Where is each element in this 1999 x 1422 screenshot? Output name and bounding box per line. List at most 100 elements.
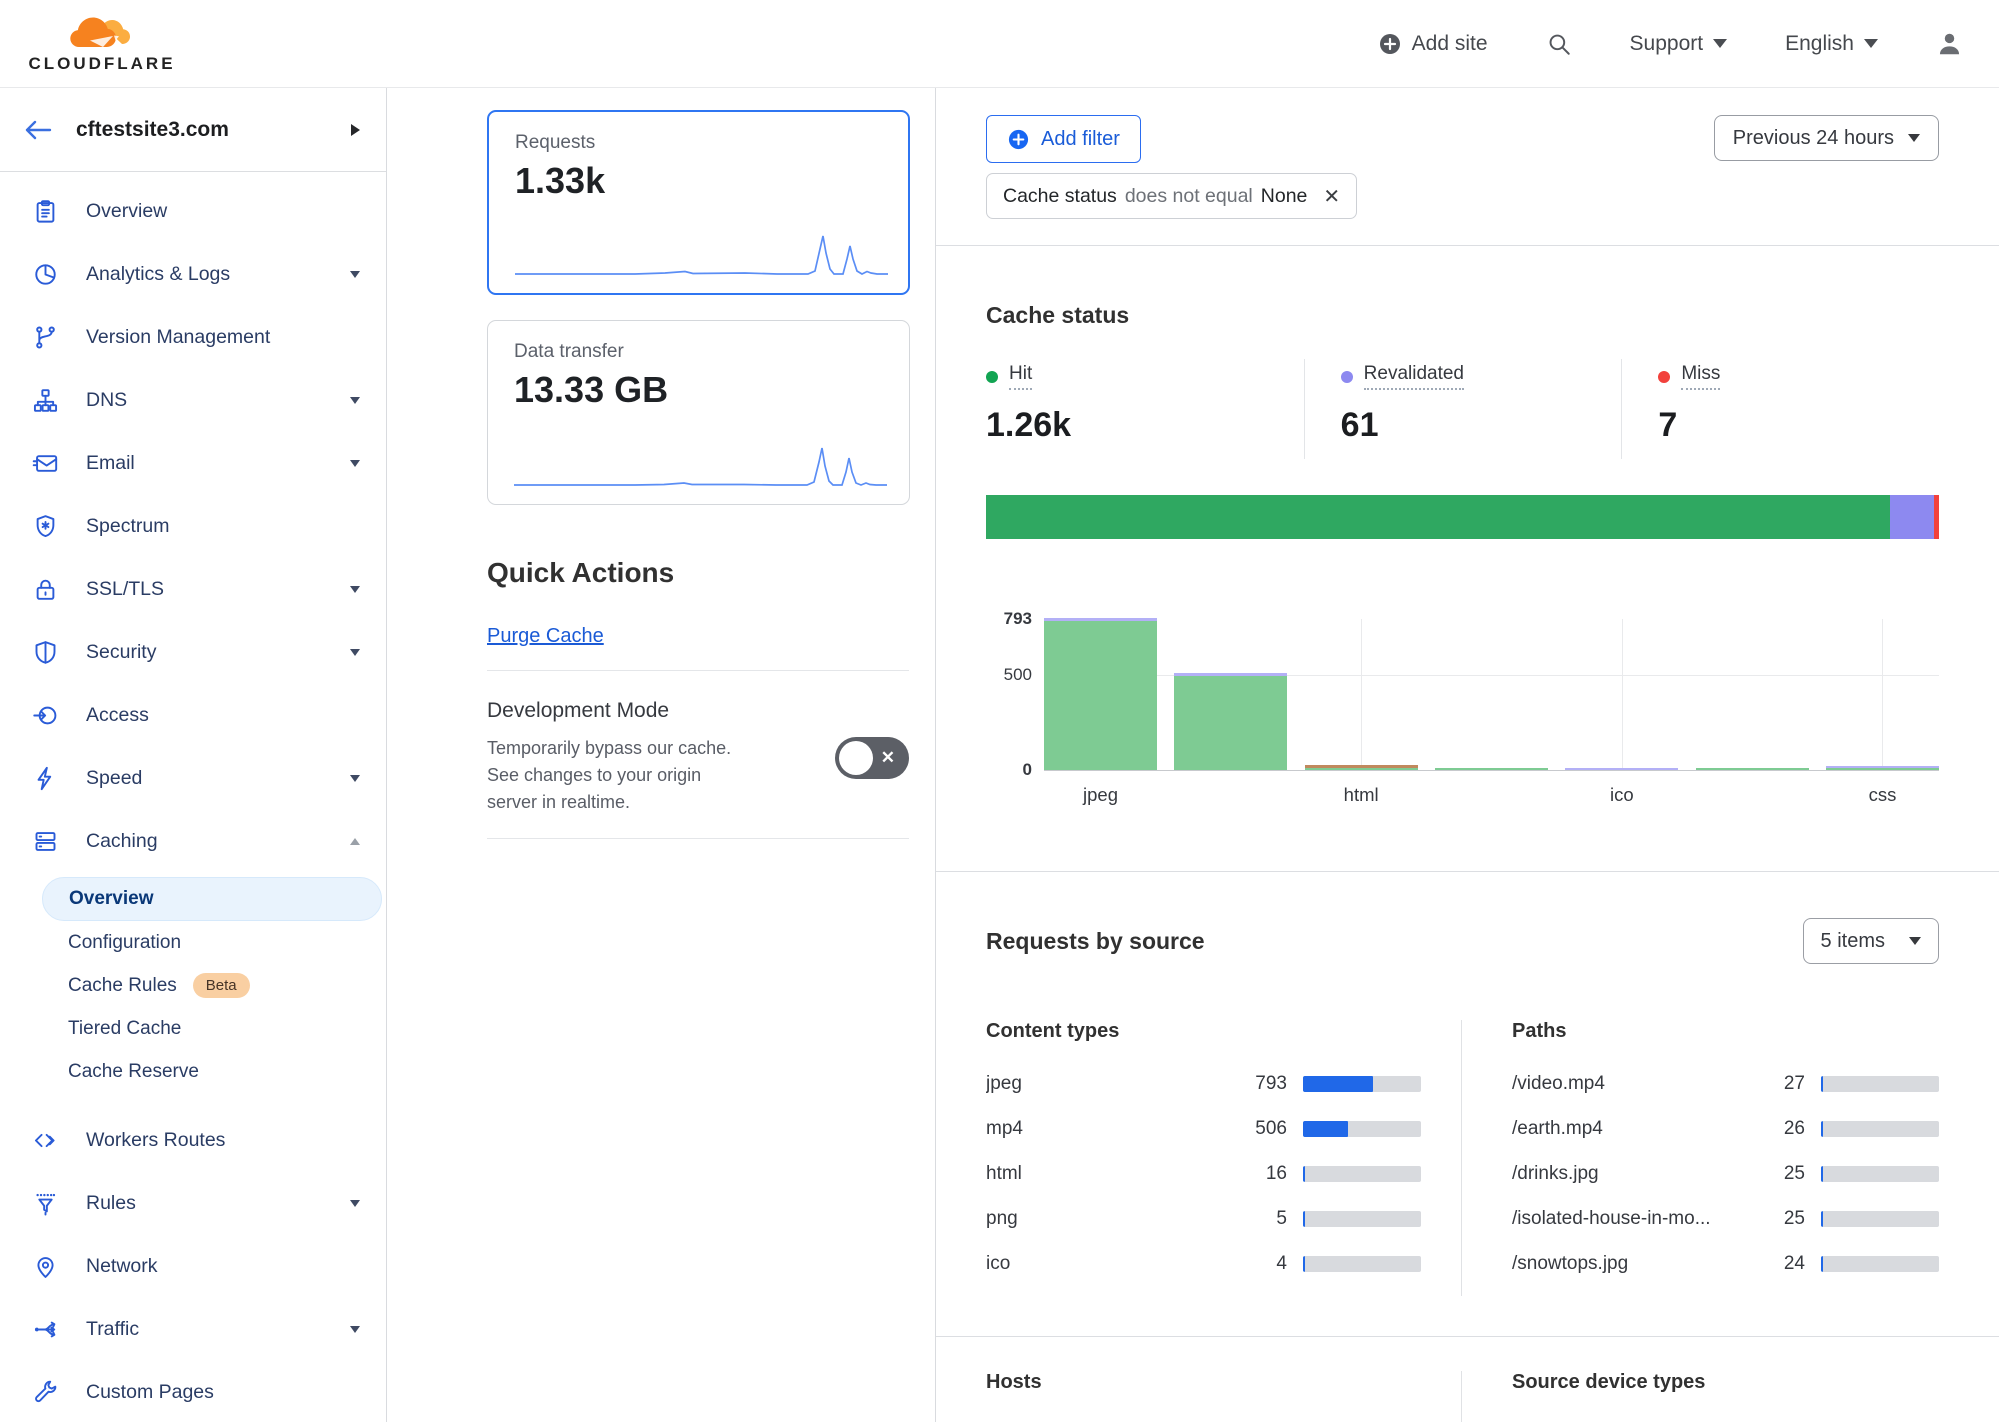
version-management-icon: [32, 324, 60, 352]
sidebar-subitem-tiered-cache[interactable]: Tiered Cache: [42, 1007, 382, 1050]
source-device-types-title: Source device types: [1512, 1371, 1706, 1393]
stat-label[interactable]: Miss: [1681, 363, 1721, 390]
usage-bar: [1821, 1166, 1939, 1182]
add-filter-button[interactable]: Add filter: [986, 115, 1141, 163]
sidebar-item-version-management[interactable]: Version Management: [0, 306, 386, 369]
requests-metric-card[interactable]: Requests 1.33k: [487, 110, 910, 295]
row-label: /earth.mp4: [1512, 1118, 1603, 1139]
cache-status-stat-miss: Miss 7: [1621, 359, 1939, 459]
row-value: 25: [1783, 1208, 1805, 1229]
content-type-row: mp4 506: [986, 1116, 1421, 1142]
row-label: ico: [986, 1253, 1011, 1274]
usage-bar: [1303, 1211, 1421, 1227]
sidebar-subitem-overview[interactable]: Overview: [42, 877, 382, 921]
sidebar-subitem-configuration[interactable]: Configuration: [42, 921, 382, 964]
network-icon: [32, 1253, 60, 1281]
sidebar-item-rules[interactable]: Rules: [0, 1172, 386, 1235]
logo-wordmark: CLOUDFLARE: [28, 53, 176, 73]
row-value: 5: [1276, 1208, 1287, 1229]
time-range-dropdown[interactable]: Previous 24 hours: [1713, 115, 1939, 161]
development-mode-description: Temporarily bypass our cache. See change…: [487, 738, 732, 812]
chart-column-css: css: [1825, 619, 1939, 805]
sidebar-item-custom-pages[interactable]: Custom Pages: [0, 1361, 386, 1422]
x-axis-label: css: [1868, 784, 1897, 805]
row-label: jpeg: [986, 1073, 1022, 1094]
sidebar-item-workers-routes[interactable]: Workers Routes: [0, 1109, 386, 1172]
remove-filter-icon[interactable]: ✕: [1323, 185, 1341, 208]
sidebar-item-speed[interactable]: Speed: [0, 747, 386, 810]
usage-bar-fill: [1821, 1166, 1823, 1182]
stacked-segment-miss: [1933, 495, 1939, 539]
sidebar-item-label: Speed: [86, 767, 143, 789]
sidebar-item-label: Access: [86, 704, 149, 726]
sidebar-item-analytics-logs[interactable]: Analytics & Logs: [0, 243, 386, 306]
sidebar-subitem-cache-reserve[interactable]: Cache Reserve: [42, 1050, 382, 1093]
stat-value: 7: [1658, 406, 1678, 444]
account-menu[interactable]: [1936, 30, 1963, 57]
support-menu[interactable]: Support: [1630, 32, 1728, 56]
cache-status-stat-hit: Hit 1.26k: [986, 359, 1304, 459]
chart-column-mp4: [1174, 619, 1288, 770]
bar-segment-revalidated: [1565, 768, 1679, 770]
requests-by-source-title: Requests by source: [986, 927, 1205, 954]
development-mode-toggle[interactable]: ✕: [835, 737, 909, 779]
caret-down-icon: [350, 649, 360, 656]
add-site-button[interactable]: Add site: [1378, 32, 1488, 56]
access-icon: [32, 702, 60, 730]
site-expander-icon[interactable]: [351, 123, 360, 136]
workers-routes-icon: [32, 1127, 60, 1155]
filter-operator: does not equal: [1124, 184, 1253, 207]
sidebar-item-overview[interactable]: Overview: [0, 180, 386, 243]
top-header: CLOUDFLARE Add site Support English: [0, 0, 1999, 88]
content-type-row: html 16: [986, 1161, 1421, 1187]
language-menu[interactable]: English: [1785, 32, 1878, 56]
plus-circle-icon: [1008, 129, 1029, 149]
usage-bar-fill: [1303, 1211, 1305, 1227]
sidebar-subitem-label: Configuration: [68, 931, 182, 953]
chart-column-png: [1434, 619, 1548, 770]
bar-segment-hit: [1174, 675, 1288, 770]
metric-label: Requests: [515, 132, 596, 153]
usage-bar: [1303, 1166, 1421, 1182]
cloudflare-logo[interactable]: CLOUDFLARE: [22, 14, 182, 74]
caret-down-icon: [1908, 134, 1920, 142]
status-dot: [1340, 370, 1353, 383]
sidebar-item-access[interactable]: Access: [0, 684, 386, 747]
sidebar-item-label: Rules: [86, 1192, 136, 1214]
items-count-dropdown[interactable]: 5 items: [1802, 918, 1939, 964]
search-button[interactable]: [1546, 31, 1572, 57]
sidebar-item-email[interactable]: Email: [0, 432, 386, 495]
sidebar-item-network[interactable]: Network: [0, 1235, 386, 1298]
row-label: png: [986, 1208, 1018, 1229]
row-label: /isolated-house-in-mo...: [1512, 1208, 1711, 1229]
cache-status-bar-chart: 793 500 0 jpeg html ico css: [986, 609, 1939, 819]
data-transfer-metric-card[interactable]: Data transfer 13.33 GB: [487, 320, 910, 505]
back-arrow-icon[interactable]: [24, 119, 52, 141]
bar-segment-hit: [1434, 768, 1548, 770]
sidebar-item-spectrum[interactable]: Spectrum: [0, 495, 386, 558]
spectrum-icon: [32, 513, 60, 541]
sidebar-item-ssl-tls[interactable]: SSL/TLS: [0, 558, 386, 621]
stat-label[interactable]: Revalidated: [1363, 363, 1464, 390]
summary-column: Requests 1.33k Data transfer 13.33 GB Qu…: [387, 88, 936, 1422]
caret-down-icon: [350, 775, 360, 782]
ssl-tls-icon: [32, 576, 60, 604]
row-value: 793: [1255, 1073, 1287, 1094]
usage-bar: [1821, 1121, 1939, 1137]
sidebar-item-label: Version Management: [86, 326, 271, 348]
sidebar-item-caching[interactable]: Caching: [0, 810, 386, 873]
sidebar-item-traffic[interactable]: Traffic: [0, 1298, 386, 1361]
usage-bar: [1821, 1211, 1939, 1227]
usage-bar: [1821, 1076, 1939, 1092]
purge-cache-link[interactable]: Purge Cache: [487, 625, 604, 647]
sidebar-item-security[interactable]: Security: [0, 621, 386, 684]
stat-label[interactable]: Hit: [1009, 363, 1033, 390]
sidebar-subitem-cache-rules[interactable]: Cache Rules Beta: [42, 964, 382, 1007]
sidebar-item-dns[interactable]: DNS: [0, 369, 386, 432]
toggle-knob: [839, 741, 873, 775]
caret-down-icon: [350, 1326, 360, 1333]
bar-segment-hit: [1044, 620, 1157, 770]
path-row: /earth.mp4 26: [1512, 1116, 1939, 1142]
bar-segment-hit: [1695, 768, 1809, 770]
path-row: /drinks.jpg 25: [1512, 1161, 1939, 1187]
